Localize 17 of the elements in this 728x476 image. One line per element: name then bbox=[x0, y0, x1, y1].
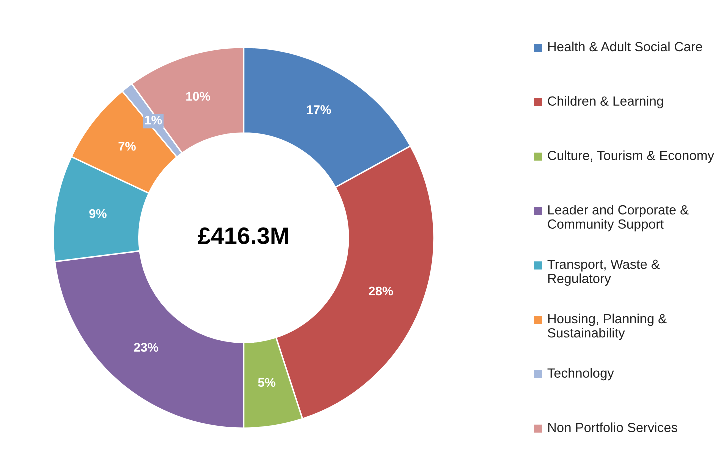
legend-label: Non Portfolio Services bbox=[548, 422, 678, 432]
data-label: 5% bbox=[258, 378, 276, 388]
legend-label: Culture, Tourism & Economy bbox=[548, 150, 714, 163]
legend-label: Children & Learning bbox=[548, 96, 664, 109]
data-label: 10% bbox=[186, 92, 210, 102]
data-label: 17% bbox=[307, 106, 332, 114]
data-label: 7% bbox=[118, 142, 136, 151]
legend-label: Housing, Planning & Sustainability bbox=[548, 314, 667, 340]
data-label: 9% bbox=[90, 209, 107, 218]
legend-label: Leader and Corporate & Community Support bbox=[548, 205, 689, 232]
legend-label: Transport, Waste & Regulatory bbox=[548, 260, 660, 286]
data-label: 23% bbox=[134, 343, 158, 352]
text: £416.3M bbox=[198, 228, 288, 244]
data-label: 28% bbox=[369, 286, 394, 296]
legend-label: Technology bbox=[548, 368, 614, 381]
legend-label: Health & Adult Social Care bbox=[548, 42, 702, 52]
data-label: 1% bbox=[145, 116, 162, 125]
